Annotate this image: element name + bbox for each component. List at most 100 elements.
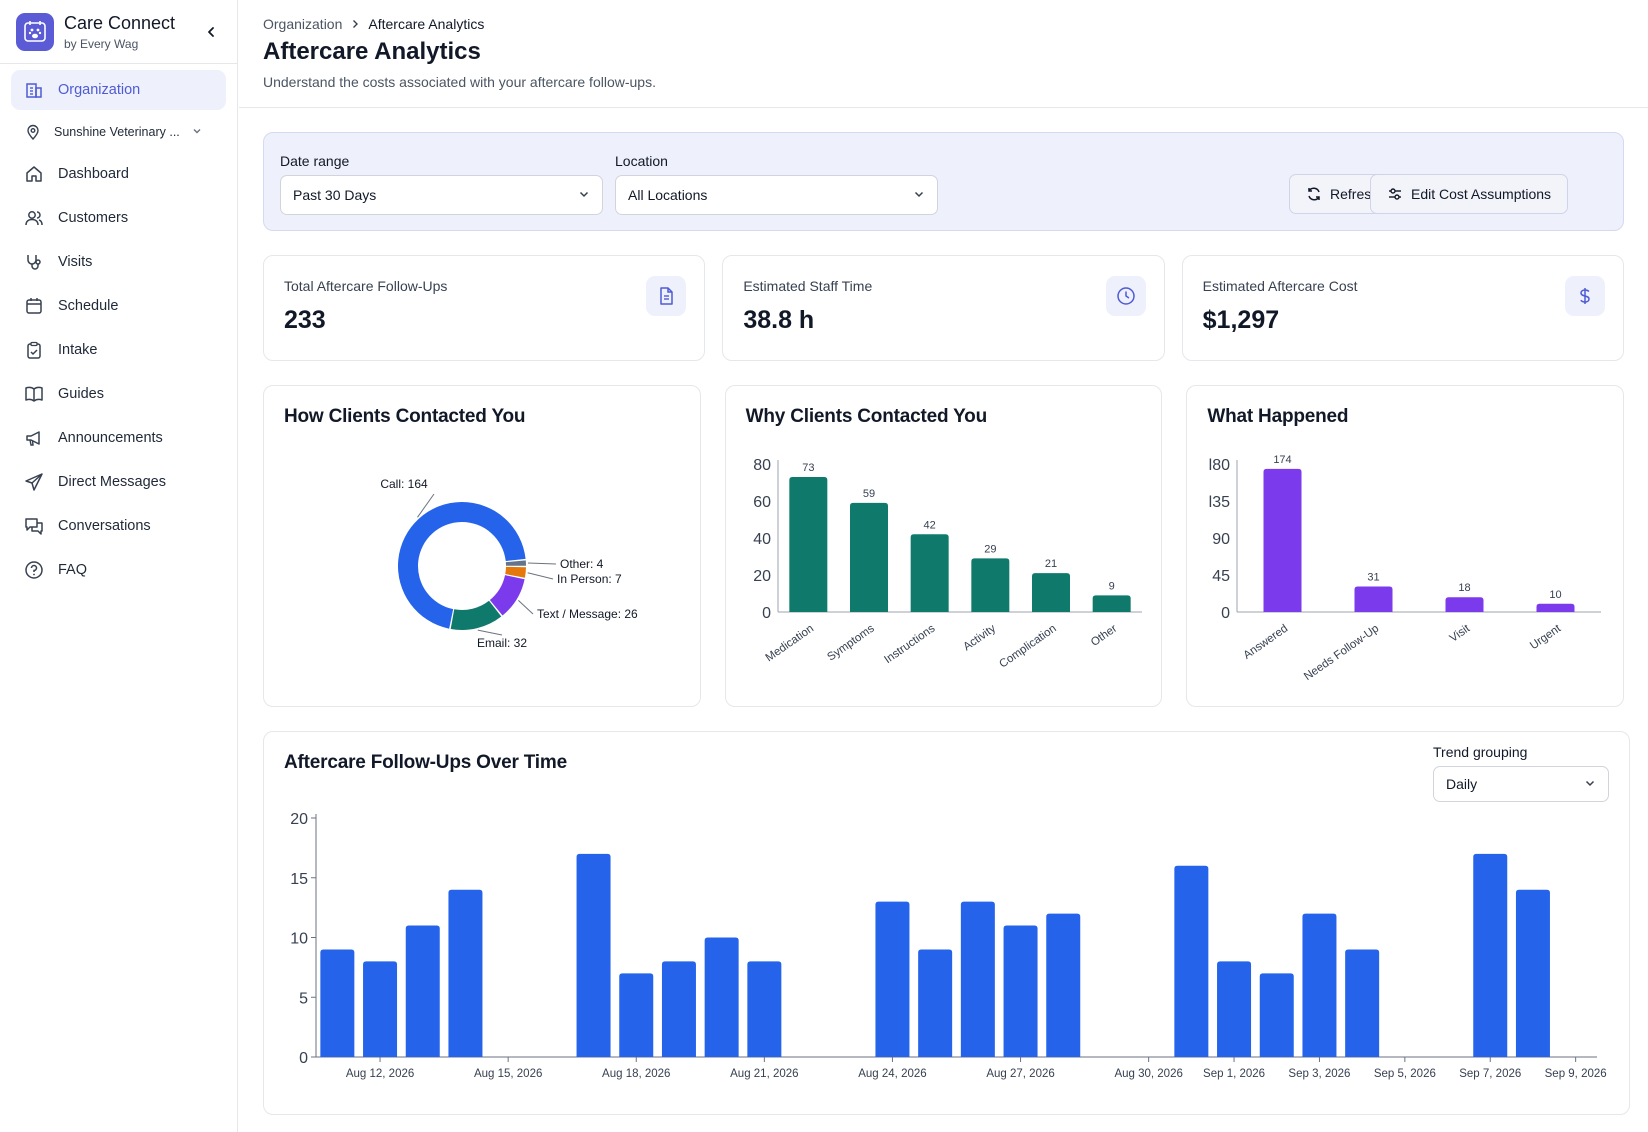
trend-bar [1345,949,1380,1057]
location-select[interactable]: All Locations [615,175,938,215]
sidebar-item-visits[interactable]: Visits [11,242,226,282]
bar-value-label: 31 [1368,572,1380,584]
trend-bar [448,889,483,1057]
donut-slice-email [450,600,502,630]
leader-line [518,599,534,615]
donut-data-label: Text / Message: 26 [537,607,638,621]
x-tick-label: Aug 18, 2026 [602,1068,670,1080]
y-tick-label: 0 [762,605,771,622]
y-tick-label: 60 [753,494,771,511]
breadcrumb: Organization Aftercare Analytics [263,16,1624,32]
chevron-left-icon [208,26,214,37]
sidebar-item-organization[interactable]: Organization [11,70,226,110]
trend-bar [363,961,398,1057]
x-tick-label: Instructions [882,622,937,666]
bar-other [1092,595,1131,612]
bar-needs-follow-up [1354,586,1393,612]
x-tick-label: Symptoms [825,622,877,663]
donut-data-label: Other: 4 [560,557,604,571]
stat-label: Total Aftercare Follow-Ups [284,278,448,294]
sidebar-item-customers[interactable]: Customers [11,198,226,238]
chart-title: Aftercare Follow-Ups Over Time [284,752,567,773]
stat-card-aftercare-cost: Estimated Aftercare Cost $1,297 [1181,255,1624,361]
sidebar-item-intake[interactable]: Intake [11,330,226,370]
chevron-down-icon [578,187,590,203]
sidebar-item-label: Visits [58,254,93,270]
bar-value-label: 21 [1045,558,1057,570]
refresh-label: Refresh [1330,186,1380,202]
stat-value: $1,297 [1202,306,1280,334]
donut-slice-text-message [489,575,525,616]
x-tick-label: Aug 12, 2026 [346,1068,414,1080]
trend-bar [619,973,654,1057]
x-tick-label: Answered [1242,623,1291,662]
y-tick-label: 5 [299,990,308,1007]
x-tick-label: Visit [1448,622,1473,645]
x-tick-label: Aug 21, 2026 [730,1068,798,1080]
x-tick-label: Urgent [1528,622,1564,652]
donut-chart: Call: 164 Email: 32 Text / Message: 26 In P… [380,477,638,650]
edit-cost-assumptions-button[interactable]: Edit Cost Assumptions [1370,174,1569,214]
x-tick-label: Activity [961,622,998,653]
page-title: Aftercare Analytics [263,38,481,65]
trend-bar [320,949,355,1057]
y-tick-label: 20 [290,811,308,828]
trend-bar [875,901,910,1057]
chart-contact-reason: Why Clients Contacted You 0 20 40 60 80 73 Med… [724,385,1163,707]
chevron-down-icon [913,187,925,203]
sidebar-item-conversations[interactable]: Conversations [11,506,226,546]
trend-bar [1046,913,1081,1057]
sidebar-item-label: FAQ [58,562,88,578]
trend-bar [405,925,440,1057]
sidebar-item-faq[interactable]: FAQ [11,550,226,590]
trend-bar [1003,925,1038,1057]
app-subtitle: by Every Wag [64,36,139,51]
breadcrumb-organization[interactable]: Organization [263,16,343,32]
donut-data-label: Call: 164 [380,477,428,491]
paw-logo-icon [16,12,54,51]
date-range-select[interactable]: Past 30 Days [280,175,603,215]
chevron-right-icon [350,19,360,29]
stat-card-total-follow-ups: Total Aftercare Follow-Ups 233 [263,255,706,361]
trend-bar [960,901,995,1057]
y-tick-label: 40 [753,531,771,548]
trend-bar [1259,973,1294,1057]
map-pin-icon [24,123,42,141]
sidebar-item-schedule[interactable]: Schedule [11,286,226,326]
y-tick-label: 10 [290,931,308,948]
sidebar-item-guides[interactable]: Guides [11,374,226,414]
chart-title: What Happened [1207,406,1349,427]
sidebar-item-direct-messages[interactable]: Direct Messages [11,462,226,502]
donut-slice-call [398,502,526,629]
location-value: All Locations [628,187,708,203]
stat-label: Estimated Aftercare Cost [1202,278,1358,294]
send-icon [24,472,44,492]
filters-panel: Date range Past 30 Days Location All Loc… [263,132,1624,231]
bar-value-label: 29 [984,543,996,555]
sidebar-item-announcements[interactable]: Announcements [11,418,226,458]
trend-bar [1302,913,1337,1057]
x-tick-label: Aug 27, 2026 [986,1068,1054,1080]
trend-grouping-select[interactable]: Daily [1433,766,1609,802]
leader-line [527,562,557,565]
x-tick-label: Sep 3, 2026 [1288,1068,1350,1080]
location-label: Location [615,153,668,169]
bar-answered [1263,468,1302,612]
sidebar-item-dashboard[interactable]: Dashboard [11,154,226,194]
collapse-sidebar-button[interactable] [201,22,221,42]
clock-icon [1105,276,1146,316]
megaphone-icon [24,428,44,448]
bar-complication [1031,573,1070,612]
y-tick-label: 80 [753,457,771,474]
location-selector[interactable]: Sunshine Veterinary ... [11,114,226,150]
x-tick-label: Sep 9, 2026 [1545,1068,1607,1080]
bar-visit [1445,597,1484,612]
chart-title: Why Clients Contacted You [745,406,988,427]
trend-grouping-value: Daily [1446,776,1478,792]
chevron-down-icon [1584,776,1596,792]
trend-bar [1473,853,1508,1057]
stats-row: Total Aftercare Follow-Ups 233 Estimated… [263,255,1624,361]
sidebar-item-label: Direct Messages [58,474,166,490]
date-range-label: Date range [280,153,350,169]
x-tick-label: Needs Follow-Up [1302,623,1381,683]
